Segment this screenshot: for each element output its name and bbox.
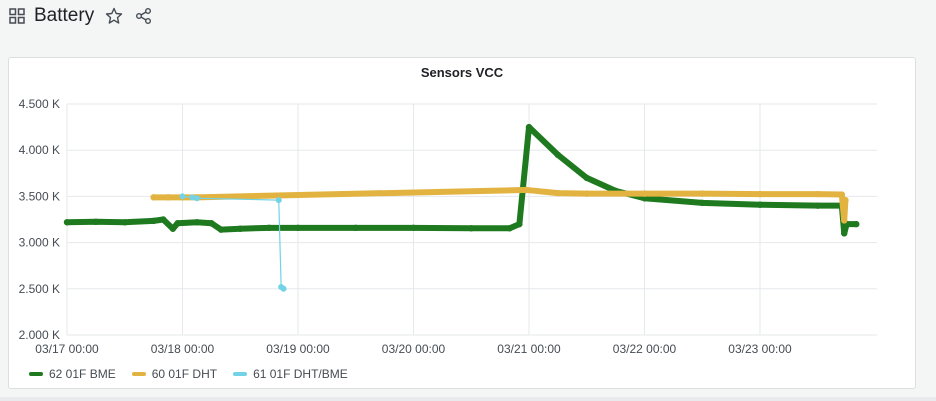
data-point-2-2 (193, 195, 200, 202)
dashboard-title: Battery (34, 5, 95, 26)
data-point-0-2 (121, 219, 128, 226)
data-point-0-12 (294, 224, 302, 232)
data-point-1-11 (838, 191, 846, 198)
data-point-1-0 (150, 194, 157, 201)
data-point-0-18 (525, 123, 533, 131)
data-point-0-16 (506, 225, 513, 232)
data-point-0-29 (853, 220, 860, 228)
data-point-2-0 (179, 193, 186, 200)
data-point-0-7 (193, 219, 201, 226)
data-point-1-12 (841, 217, 848, 224)
data-point-1-8 (699, 190, 706, 197)
data-point-0-8 (208, 219, 215, 227)
series-line-0 (64, 124, 860, 237)
data-point-0-15 (468, 225, 475, 232)
bottom-strip (0, 397, 936, 401)
legend-swatch-dht (131, 372, 146, 376)
data-point-0-20 (583, 174, 590, 182)
legend-label-bme: 62 01F BME (49, 367, 116, 381)
share-icon[interactable] (135, 7, 153, 25)
legend-label-dht-bme: 61 01F DHT/BME (253, 367, 348, 381)
data-point-0-23 (699, 199, 706, 207)
x-tick-label: 03/19 00:00 (266, 342, 330, 356)
y-tick-label: 4.000 K (19, 143, 60, 157)
data-point-0-14 (410, 224, 417, 232)
data-point-0-25 (814, 202, 821, 209)
data-point-0-4 (160, 216, 167, 223)
data-point-0-19 (554, 151, 562, 159)
legend-label-dht: 60 01F DHT (151, 367, 218, 381)
x-tick-label: 03/21 00:00 (497, 342, 561, 356)
y-tick-label: 3.500 K (19, 189, 60, 203)
x-tick-label: 03/18 00:00 (151, 342, 215, 356)
data-point-0-9 (217, 226, 225, 233)
data-point-1-1 (164, 194, 172, 201)
data-point-2-5 (280, 285, 287, 292)
legend-item-dht[interactable]: 60 01F DHT (131, 367, 218, 381)
data-point-0-10 (237, 225, 244, 232)
data-point-0-17 (516, 220, 523, 228)
chart-legend: 62 01F BME 60 01F DHT 61 01F DHT/BME (29, 367, 348, 381)
data-point-1-7 (641, 190, 648, 197)
data-point-1-10 (814, 190, 821, 198)
data-point-1-4 (523, 186, 530, 194)
data-point-2-3 (275, 197, 282, 204)
star-icon[interactable] (105, 7, 123, 25)
legend-item-bme[interactable]: 62 01F BME (29, 367, 116, 381)
legend-item-dht-bme[interactable]: 61 01F DHT/BME (233, 367, 348, 381)
x-tick-label: 03/20 00:00 (382, 342, 446, 356)
y-tick-label: 3.000 K (19, 236, 60, 250)
legend-swatch-bme (29, 372, 43, 376)
data-point-0-3 (150, 217, 157, 225)
data-point-0-27 (841, 230, 848, 237)
data-point-1-13 (842, 196, 849, 204)
grid-icon[interactable] (9, 8, 25, 24)
chart-plot[interactable]: 2.000 K 2.500 K 3.000 K 3.500 K 4.000 K 4.500… (9, 58, 917, 358)
x-tick-label: 03/17 00:00 (35, 342, 99, 356)
data-point-0-0 (63, 219, 71, 226)
y-tick-label: 2.500 K (19, 282, 60, 296)
data-point-0-6 (174, 219, 181, 227)
data-point-2-1 (189, 194, 196, 201)
data-point-0-24 (756, 201, 764, 208)
data-point-0-22 (641, 195, 648, 202)
panel-title: Sensors VCC (420, 65, 504, 80)
data-point-0-5 (169, 225, 177, 232)
data-point-0-1 (92, 218, 100, 226)
data-point-1-5 (554, 189, 562, 197)
data-point-1-9 (756, 190, 764, 198)
legend-swatch-dht-bme (233, 372, 248, 376)
x-tick-label: 03/23 00:00 (728, 342, 792, 356)
y-tick-label: 4.500 K (19, 97, 60, 111)
dashboard-header: Battery (0, 0, 936, 36)
y-tick-label: 2.000 K (19, 328, 60, 342)
data-point-1-6 (583, 190, 590, 197)
x-tick-label: 03/22 00:00 (613, 342, 677, 356)
data-point-0-13 (352, 224, 359, 232)
data-point-0-11 (265, 224, 273, 232)
chart-panel: Sensors VCC 2.000 K 2.500 K 3.000 K 3.500 K… (8, 57, 916, 389)
